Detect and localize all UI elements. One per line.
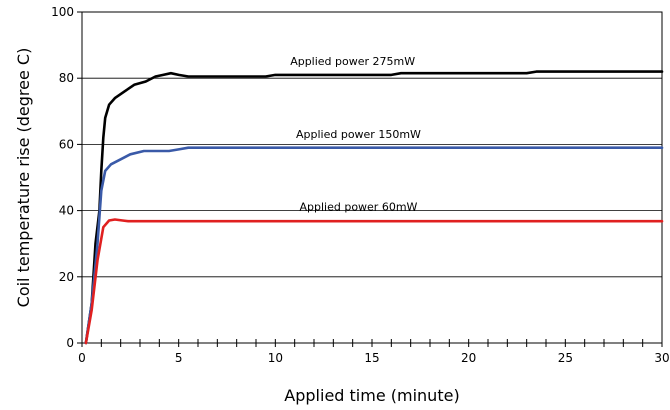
- series-annotation: Applied power 150mW: [296, 128, 421, 141]
- x-tick-label: 10: [268, 351, 283, 365]
- series-annotation: Applied power 60mW: [299, 201, 417, 214]
- x-tick-label: 15: [364, 351, 379, 365]
- y-axis-title: Coil temperature rise (degree C): [14, 48, 33, 308]
- y-tick-label: 80: [59, 71, 74, 85]
- series-annotation: Applied power 275mW: [290, 55, 415, 68]
- x-tick-label: 30: [654, 351, 669, 365]
- x-tick-label: 20: [461, 351, 476, 365]
- series-line-1: [84, 146, 664, 345]
- series-group: [84, 70, 664, 345]
- x-tick-label: 25: [558, 351, 573, 365]
- x-tick-label: 5: [175, 351, 183, 365]
- series-line-0: [84, 70, 664, 345]
- y-tick-label: 40: [59, 204, 74, 218]
- grid-lines: [82, 77, 662, 278]
- y-tick-label: 0: [66, 336, 74, 350]
- y-tick-label: 100: [51, 5, 74, 19]
- x-tick-label: 0: [78, 351, 86, 365]
- annotations: Applied power 275mW Applied power 150mW Ap…: [290, 55, 421, 214]
- series-line-2: [84, 218, 664, 345]
- x-axis-title: Applied time (minute): [284, 386, 459, 405]
- y-tick-label: 20: [59, 270, 74, 284]
- y-tick-label: 60: [59, 137, 74, 151]
- axis-ticks: 0 20 40 60 80 100 0 5 10 15 20 25 30: [51, 5, 670, 365]
